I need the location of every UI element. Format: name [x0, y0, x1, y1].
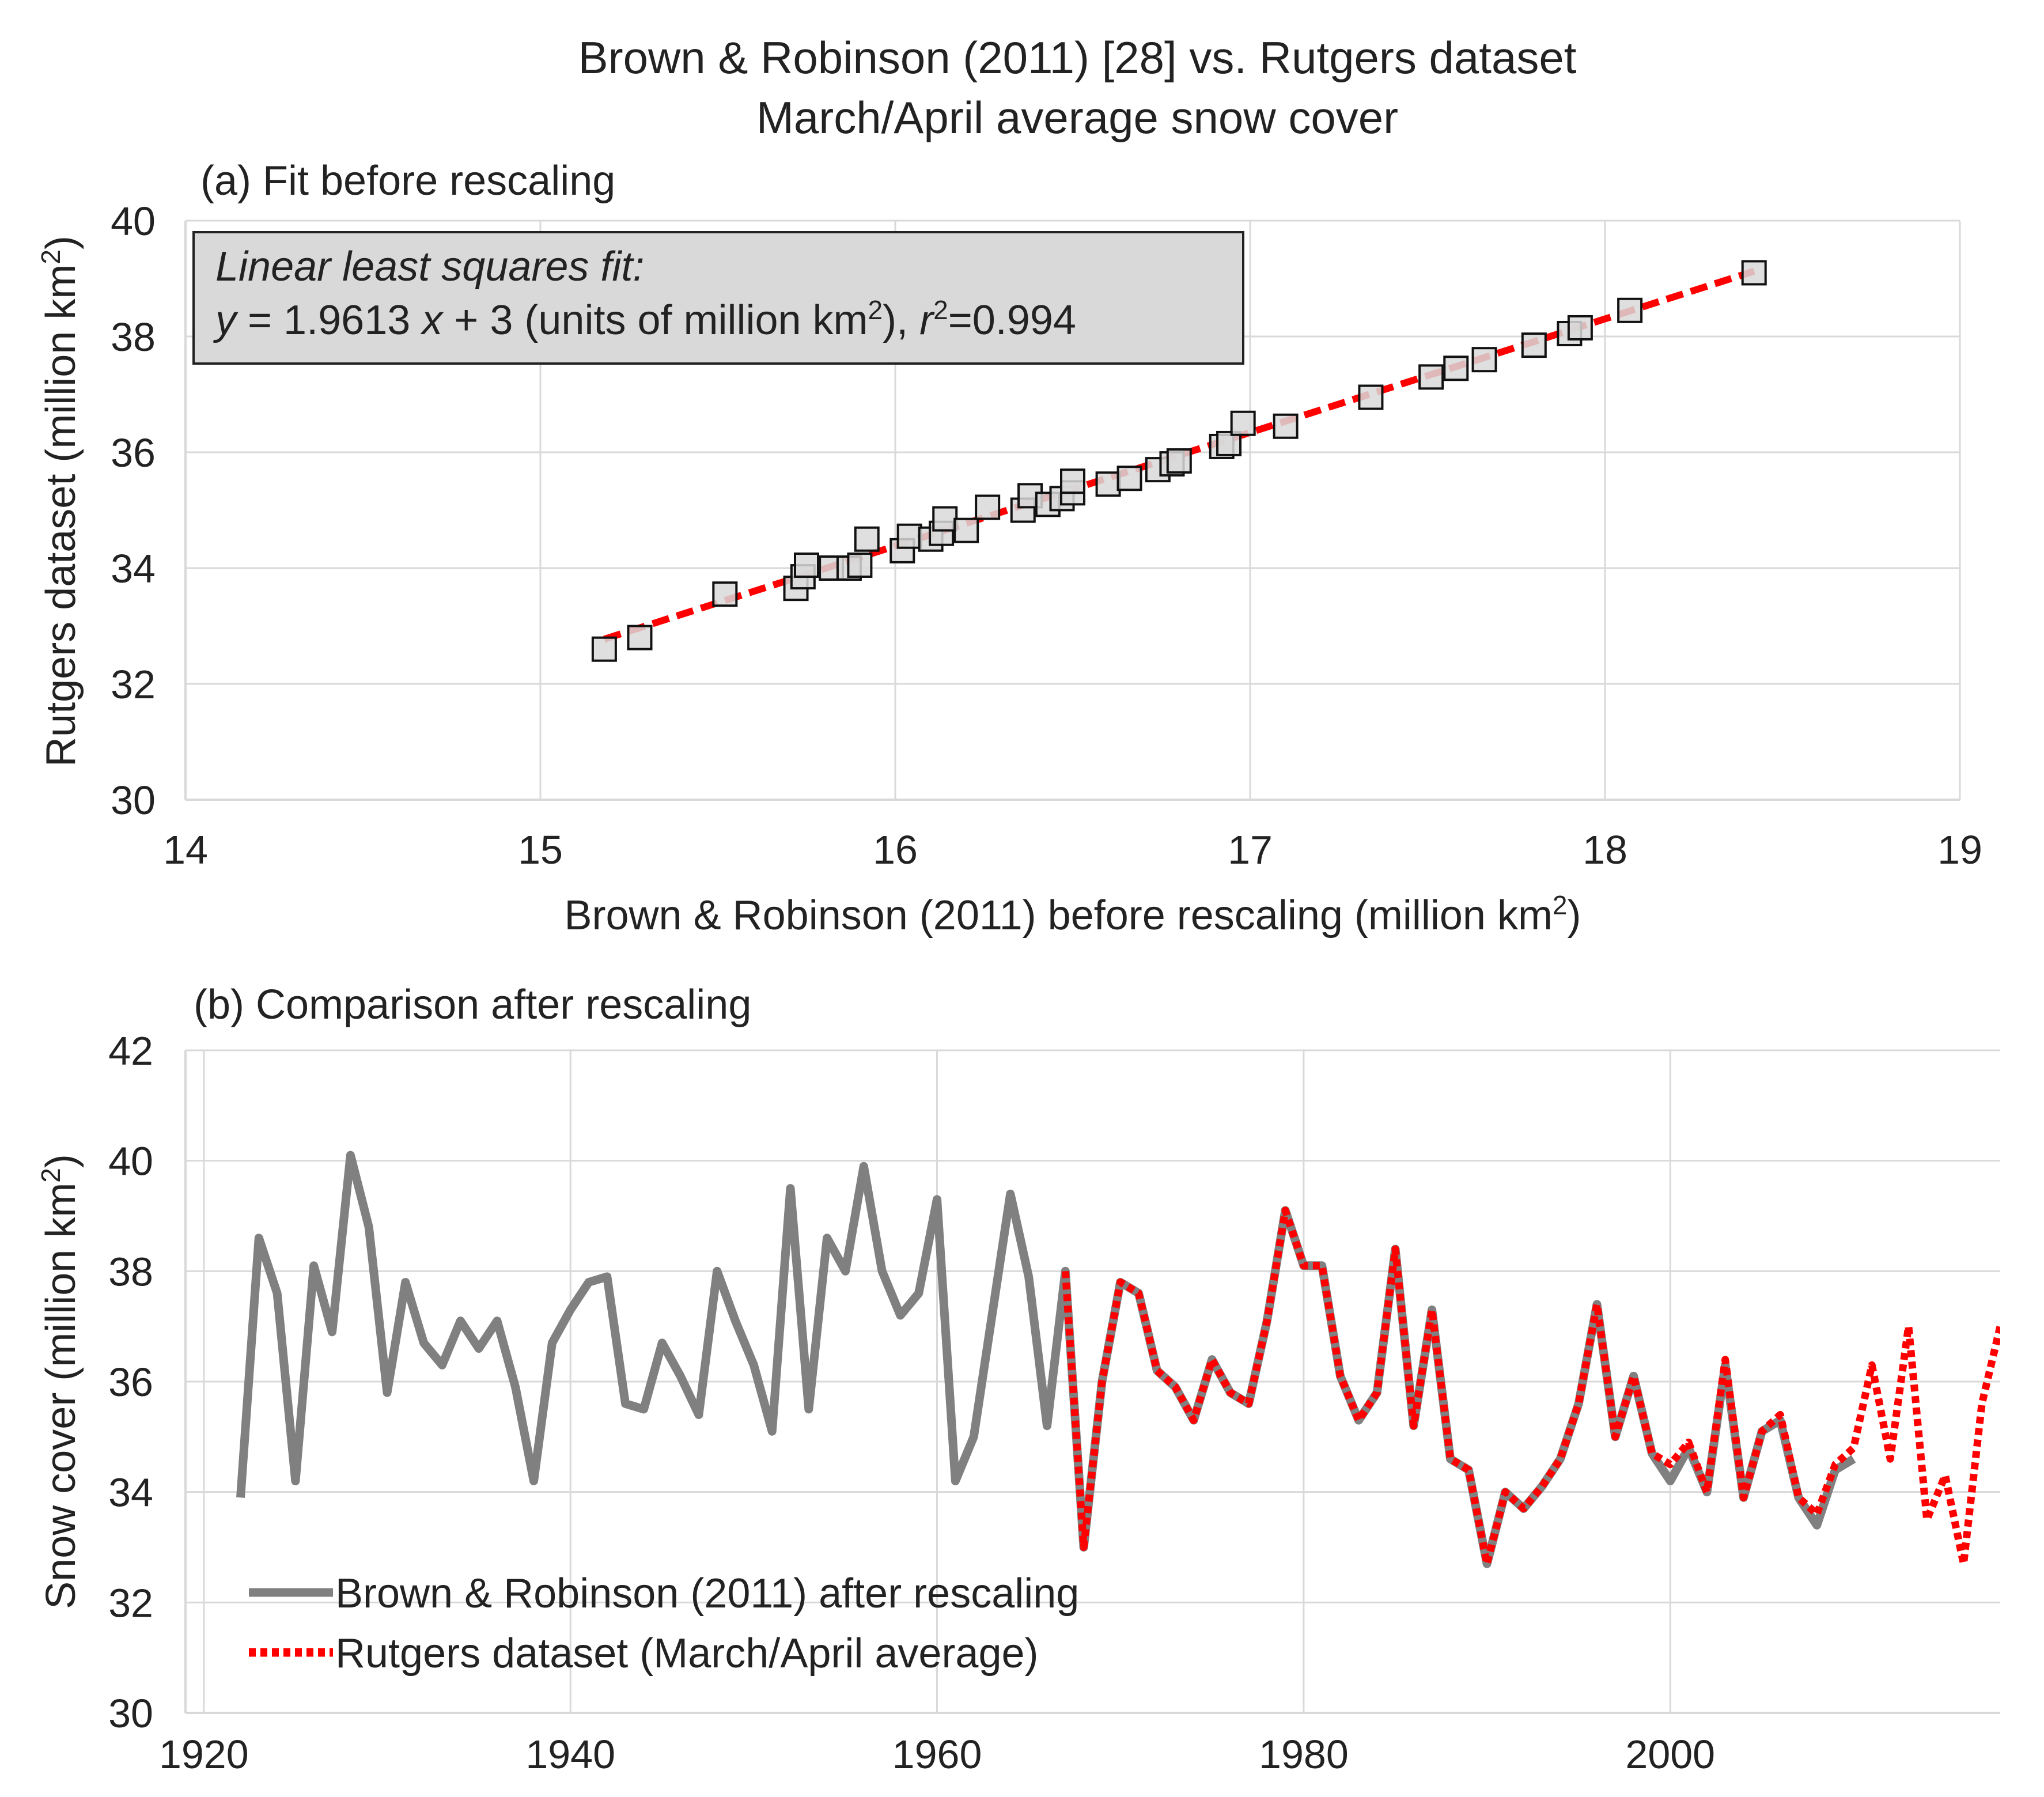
data-point	[932, 506, 958, 532]
data-point	[1521, 332, 1547, 358]
legend-label-rutgers: Rutgers dataset (March/April average)	[335, 1630, 1039, 1677]
panel-b-x-tick-label: 1980	[1259, 1732, 1349, 1777]
panel-a-y-axis-label: Rutgers dataset (million km2)	[36, 236, 84, 767]
panel-a-x-tick-label: 15	[518, 827, 563, 872]
panel-b-x-tick-label: 1940	[525, 1732, 615, 1777]
panel-a-x-tick-label: 18	[1583, 827, 1627, 872]
data-point	[1230, 410, 1256, 436]
data-point	[854, 526, 880, 552]
panel-b-y-tick-label: 42	[108, 1028, 153, 1073]
panel-a-x-axis-label: Brown & Robinson (2011) before rescaling…	[565, 890, 1581, 939]
data-point	[712, 581, 738, 607]
data-point	[1617, 297, 1643, 323]
panel-a-x-tick-label: 19	[1937, 827, 1982, 872]
panel-b-legend: Brown & Robinson (2011) after rescaling …	[249, 1571, 1079, 1677]
data-point	[1358, 384, 1384, 410]
data-point	[847, 552, 873, 578]
panel-a-x-tick-label: 14	[163, 827, 208, 872]
chart-subtitle: March/April average snow cover	[756, 92, 1398, 143]
panel-b-tick-labels: 1920 1940 1960 1980 2000 30 32 34 36 38 40 42	[108, 1028, 1715, 1777]
data-point	[1116, 466, 1142, 491]
data-point	[1060, 468, 1085, 494]
panel-b-y-tick-label: 34	[108, 1470, 153, 1515]
panel-a-x-tick-label: 16	[873, 827, 918, 872]
panel-a-y-tick-label: 32	[111, 662, 156, 707]
panel-b-y-axis-label: Snow cover (million km2)	[36, 1154, 84, 1609]
fit-annotation-line2: y = 1.9613 x + 3 (units of million km2),…	[213, 295, 1076, 343]
data-point	[896, 523, 922, 549]
data-point	[1095, 471, 1121, 497]
data-point	[1471, 347, 1497, 373]
panel-a-label: (a) Fit before rescaling	[200, 158, 615, 204]
panel-b-x-tick-label: 1920	[159, 1732, 249, 1777]
panel-a-points	[591, 260, 1767, 662]
panel-a-y-tick-label: 30	[111, 778, 156, 823]
panel-b-label: (b) Comparison after rescaling	[194, 982, 751, 1028]
legend-label-brown-robinson: Brown & Robinson (2011) after rescaling	[335, 1571, 1079, 1617]
chart-title: Brown & Robinson (2011) [28] vs. Rutgers…	[578, 32, 1577, 83]
panel-a-y-tick-label: 34	[111, 546, 156, 591]
series-line-brown-robinson	[236, 1151, 1856, 1568]
data-point	[975, 494, 1001, 520]
panel-b-x-tick-label: 1960	[892, 1732, 982, 1777]
data-point	[1418, 364, 1444, 390]
data-point	[794, 552, 819, 578]
data-point	[1567, 315, 1593, 341]
panel-b-y-tick-label: 32	[108, 1580, 153, 1625]
panel-b-y-tick-label: 36	[108, 1360, 153, 1405]
data-point	[591, 636, 617, 662]
panel-a-y-tick-label: 40	[111, 199, 156, 244]
fit-annotation: Linear least squares fit: y = 1.9613 x +…	[192, 231, 1244, 365]
panel-a-y-tick-label: 38	[111, 315, 156, 360]
data-point	[627, 625, 653, 650]
panel-b-x-tick-label: 2000	[1625, 1732, 1715, 1777]
data-point	[953, 517, 979, 543]
data-point	[1443, 355, 1469, 381]
panel-b-y-tick-label: 38	[108, 1249, 153, 1294]
series-line-rutgers	[1061, 1206, 2000, 1568]
panel-b-lines	[236, 1151, 2000, 1568]
data-point	[1216, 430, 1242, 456]
data-point	[1166, 448, 1192, 474]
data-point	[1273, 413, 1299, 439]
fit-annotation-box	[192, 231, 1244, 365]
panel-b-y-tick-label: 30	[108, 1691, 153, 1736]
panel-a-tick-labels: 14 15 16 17 18 19 30 32 34 36 38 40	[111, 199, 1982, 872]
panel-b-y-tick-label: 40	[108, 1139, 153, 1184]
data-point	[1741, 260, 1767, 286]
panel-b-grid	[184, 1049, 2000, 1714]
panel-a-x-tick-label: 17	[1228, 827, 1273, 872]
panel-a-y-tick-label: 36	[111, 430, 156, 475]
fit-annotation-line1: Linear least squares fit:	[215, 244, 644, 290]
